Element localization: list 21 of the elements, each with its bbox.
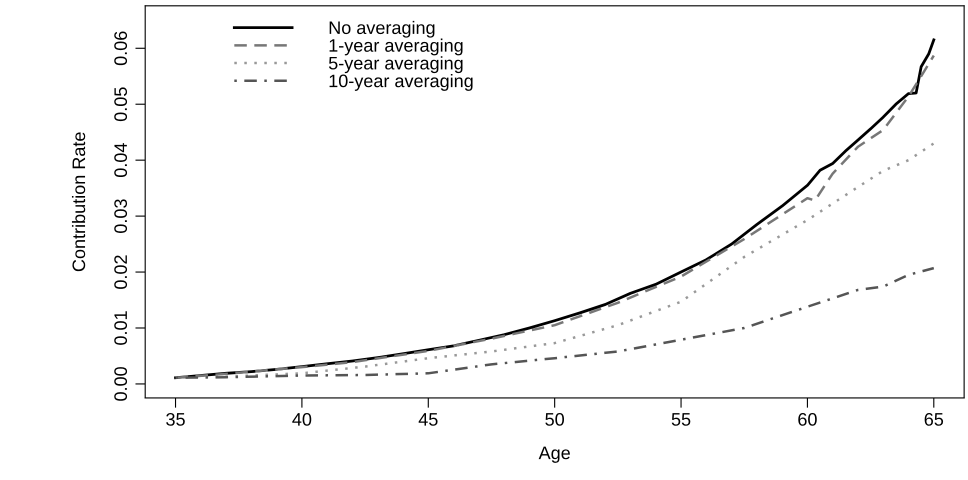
y-tick-label: 0.06 — [114, 32, 128, 66]
y-tick-label: 0.02 — [114, 255, 128, 289]
x-tick-label: 45 — [418, 413, 438, 426]
x-tick-label: 55 — [672, 413, 690, 426]
y-tick-label: 0.00 — [114, 367, 128, 401]
legend-label: No averaging — [330, 20, 434, 38]
y-axis-title: Contribution Rate — [72, 132, 86, 272]
x-tick-label: 50 — [545, 412, 564, 426]
y-tick-label: 0.01 — [114, 311, 128, 345]
y-tick-label: 0.05 — [114, 87, 128, 122]
legend-label: 1-year averaging — [330, 38, 463, 56]
x-tick-label: 35 — [166, 412, 185, 426]
x-tick-label: 65 — [924, 412, 944, 426]
legend-label: 5-year averaging — [328, 56, 463, 74]
x-tick-label: 60 — [798, 412, 817, 426]
legend-label: 10-year averaging — [330, 74, 473, 91]
y-tick-label: 0.04 — [114, 143, 128, 178]
x-axis-title: Age — [538, 446, 570, 463]
y-tick-label: 0.03 — [114, 199, 128, 233]
line-series — [174, 266, 936, 380]
x-tick-label: 40 — [292, 412, 312, 426]
